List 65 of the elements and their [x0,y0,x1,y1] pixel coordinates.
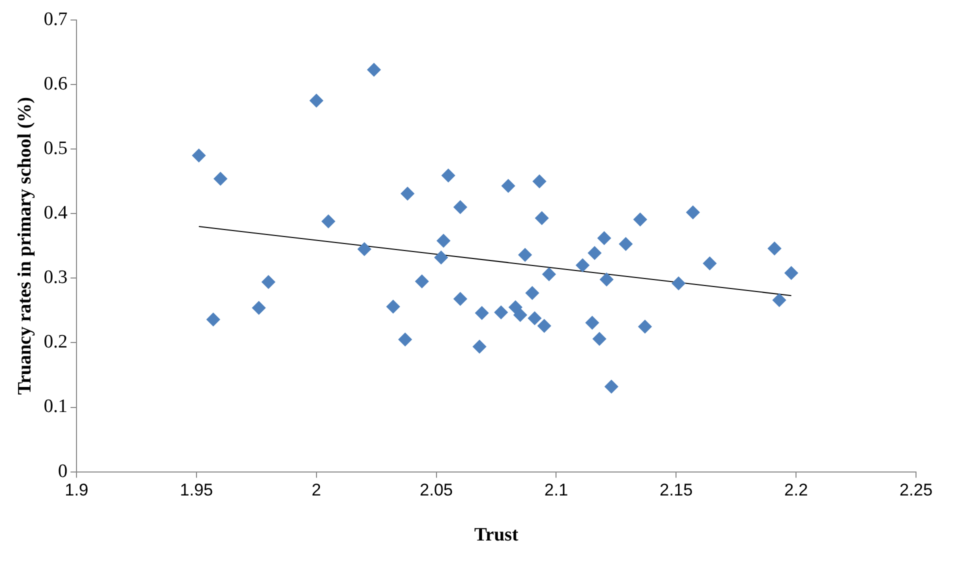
x-tick-label: 2.05 [420,480,453,500]
point [597,231,612,246]
point [702,256,717,270]
x-tick-label: 2.2 [784,480,808,500]
point [474,306,489,320]
point [542,267,556,282]
point [206,312,220,326]
point [585,316,600,330]
point [441,168,456,183]
point [386,300,400,314]
point [528,311,542,326]
point [400,186,415,201]
point [494,305,508,320]
x-tick-label: 1.9 [64,480,88,500]
point [600,272,614,286]
y-tick-label: 0.7 [44,8,68,30]
point [513,308,528,322]
y-tick-label: 0.1 [44,396,68,418]
x-tick-label: 2 [312,480,322,500]
point [784,266,798,280]
point [453,200,468,214]
point [537,318,552,333]
point [414,274,429,288]
point [252,300,266,315]
point [192,148,206,163]
point [508,300,522,314]
point [534,211,549,226]
point [686,205,700,220]
point [767,241,782,256]
point [472,340,486,354]
point [434,250,448,265]
point [633,212,648,226]
y-tick-label: 0.5 [44,138,68,160]
point [398,332,412,346]
x-tick-label: 2.1 [544,480,568,500]
point [592,332,606,346]
x-tick-label: 2.25 [899,480,933,500]
y-tick-label: 0.6 [44,74,68,95]
point [309,94,324,108]
y-tick-label: 0 [58,460,68,482]
point [588,246,602,260]
y-axis-title: Truancy rates in primary school (%) [14,96,36,395]
x-tick-label: 2.15 [660,480,693,500]
point [366,62,381,77]
point [525,286,540,300]
y-tick-label: 0.4 [44,202,68,224]
point [436,234,451,248]
x-tick-label: 1.95 [180,480,214,500]
point [576,258,590,272]
y-tick-label: 0.2 [44,332,68,353]
point [672,276,686,290]
point [261,275,276,290]
point [501,178,516,193]
point [618,236,633,251]
point [518,248,532,262]
point [532,174,546,188]
point [772,293,786,308]
point [638,320,652,334]
y-tick-label: 0.3 [44,267,68,288]
point [453,292,468,306]
point [321,214,336,228]
point [604,380,618,394]
x-axis-title: Trust [474,524,519,546]
point [213,172,228,186]
point [357,242,372,256]
